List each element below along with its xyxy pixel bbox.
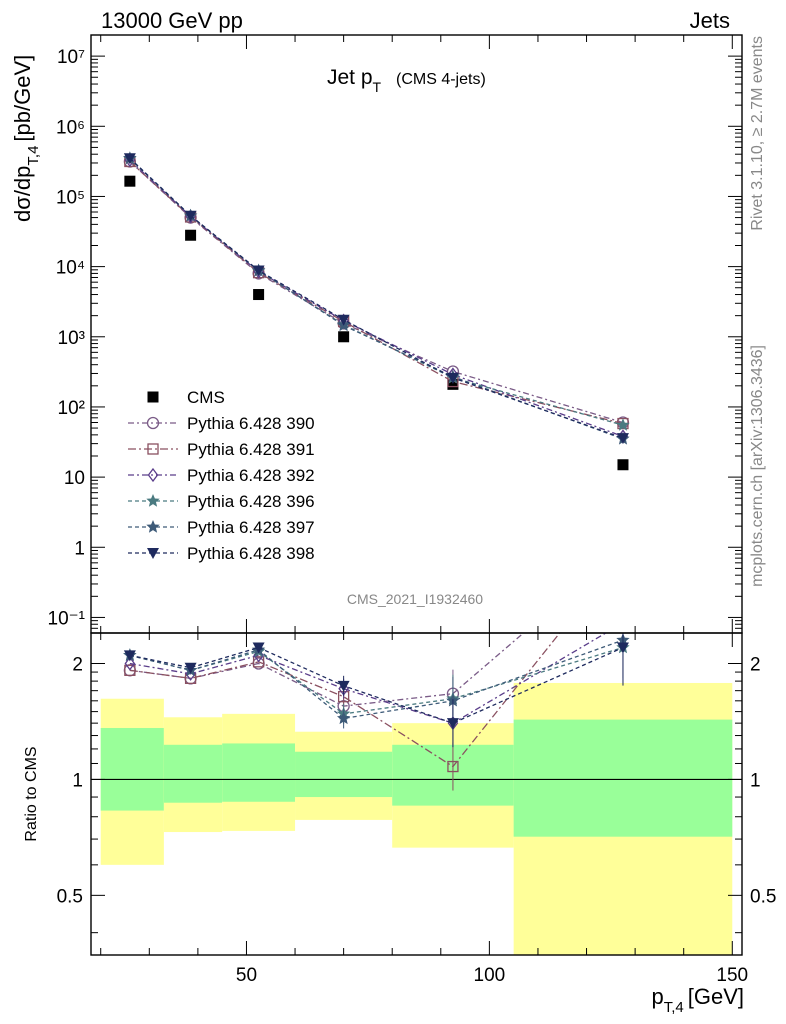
- ratio-band-inner: [163, 744, 223, 803]
- legend: CMS Pythia 6.428 390 Pythia 6.428 391 Pythi…: [128, 388, 315, 563]
- legend-entry: Pythia 6.428 397: [187, 518, 315, 537]
- x-tick-label: 100: [474, 965, 506, 986]
- ratio-y-tick-label: 1: [72, 770, 83, 791]
- legend-marker: [146, 494, 160, 507]
- data-point: [446, 372, 459, 384]
- ratio-point: [616, 642, 629, 654]
- main-axes: 10⁻¹ 1 10 10² 10³ 10⁴ 10⁵ 10⁶ 10⁷: [48, 34, 742, 634]
- ratio-line: [129, 633, 525, 707]
- series-line: [129, 159, 624, 438]
- legend-marker: [147, 467, 159, 483]
- y-tick-label: 10⁴: [56, 258, 85, 279]
- rivet-label: Rivet 3.1.10, ≥ 2.7M events: [749, 36, 766, 231]
- series-line: [129, 158, 624, 426]
- ratio-series-clip: [123, 633, 630, 791]
- ratio-line: [129, 639, 624, 720]
- data-point: [185, 229, 197, 241]
- y-tick-label: 10⁵: [56, 187, 85, 208]
- y-tick-label: 10: [64, 468, 85, 489]
- legend-marker: [147, 548, 159, 559]
- x-tick-label: 150: [716, 965, 748, 986]
- data-point: [337, 314, 350, 326]
- ratio-point: [252, 642, 265, 654]
- ratio-band-inner: [513, 719, 733, 837]
- ratio-y-tick-label: 1: [750, 770, 761, 791]
- ratio-band-inner: [100, 727, 164, 811]
- y-tick-label: 1: [74, 538, 85, 559]
- x-tick-label: 50: [236, 965, 257, 986]
- ratio-point: [124, 664, 136, 676]
- legend-marker: [146, 416, 160, 430]
- ratio-y-tick-label: 2: [72, 654, 83, 675]
- ratio-point: [252, 656, 265, 668]
- data-point: [252, 265, 265, 277]
- ratio-band-inner: [295, 751, 393, 798]
- ratio-point: [123, 650, 136, 662]
- legend-entry: CMS: [187, 388, 225, 407]
- ratio-band-inner: [222, 743, 296, 802]
- chart-title: Jet pT: [327, 66, 382, 95]
- ratio-point: [447, 760, 459, 773]
- data-point: [447, 378, 459, 390]
- ratio-point: [337, 680, 350, 692]
- data-point: [253, 289, 265, 301]
- header-right: Jets: [690, 8, 730, 33]
- ratio-point: [446, 718, 459, 730]
- legend-marker: [147, 443, 159, 455]
- ratio-line: [129, 646, 624, 724]
- series-line: [129, 157, 624, 440]
- legend-entry: Pythia 6.428 391: [187, 440, 315, 459]
- y-tick-label: 10³: [58, 328, 85, 349]
- mcplots-label: mcplots.cern.ch [arXiv:1306.3436]: [749, 345, 766, 587]
- ratio-y-tick-label: 0.5: [750, 886, 776, 907]
- series-line: [129, 157, 624, 439]
- y-tick-label: 10⁶: [56, 117, 85, 138]
- data-point: [184, 210, 197, 222]
- ratio-frame: [90, 632, 743, 956]
- legend-marker: [147, 391, 159, 403]
- series-line: [129, 161, 624, 425]
- ratio-series-group: [123, 633, 630, 791]
- y-tick-label: 10²: [58, 398, 85, 419]
- main-series-group: [123, 151, 630, 471]
- x-axis-label: pT,4 [GeV]: [651, 984, 744, 1016]
- ratio-axes: 50 100 150 0.5 0.5 1 1 2 2: [57, 633, 776, 986]
- series-line: [129, 161, 624, 424]
- data-point: [616, 433, 629, 445]
- data-point: [616, 418, 630, 431]
- legend-marker: [146, 520, 160, 533]
- data-point: [123, 153, 136, 165]
- y-tick-label: 10⁻¹: [48, 608, 86, 629]
- legend-entry: Pythia 6.428 390: [187, 414, 315, 433]
- legend-entry: Pythia 6.428 398: [187, 544, 315, 563]
- ratio-point: [337, 711, 351, 725]
- chart-title-note: (CMS 4-jets): [396, 71, 486, 88]
- ratio-line: [129, 633, 561, 768]
- data-point: [617, 459, 629, 471]
- y-tick-label: 10⁷: [57, 47, 85, 68]
- ratio-point: [184, 662, 197, 674]
- header-left: 13000 GeV pp: [101, 8, 243, 33]
- ratio-line: [129, 633, 608, 724]
- legend-entry: Pythia 6.428 392: [187, 466, 315, 485]
- data-point: [124, 175, 136, 187]
- analysis-label: CMS_2021_I1932460: [347, 591, 483, 607]
- ratio-y-tick-label: 2: [750, 654, 761, 675]
- ratio-y-tick-label: 0.5: [57, 886, 83, 907]
- ratio-ylabel: Ratio to CMS: [23, 746, 40, 841]
- main-ylabel: dσ/dpT,4[pb/GeV]: [10, 55, 42, 222]
- legend-entry: Pythia 6.428 396: [187, 492, 315, 511]
- data-point: [338, 331, 350, 343]
- ratio-bands: [100, 682, 733, 955]
- ratio-point: [124, 656, 136, 671]
